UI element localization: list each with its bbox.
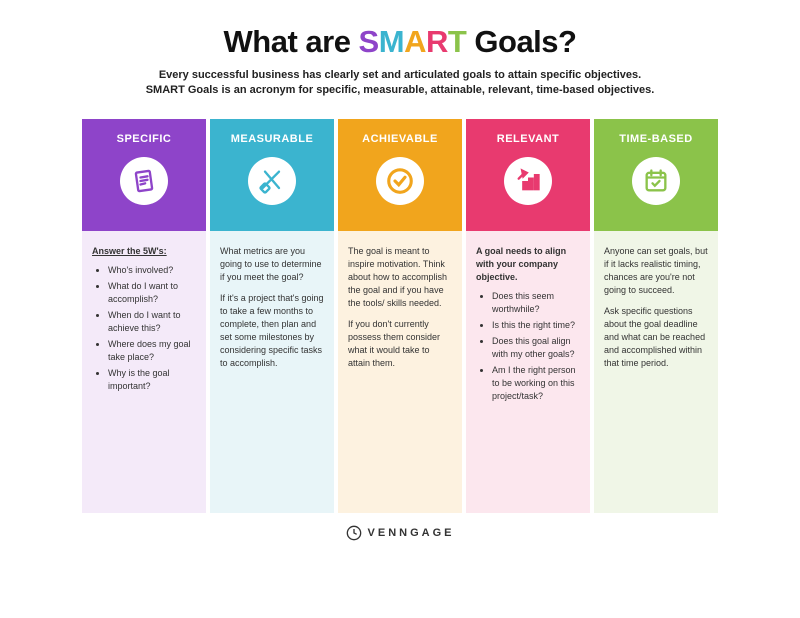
clipboard-icon xyxy=(120,157,168,205)
list-item: When do I want to achieve this? xyxy=(108,309,196,335)
subtitle: Every successful business has clearly se… xyxy=(40,68,760,99)
chart-icon xyxy=(504,157,552,205)
title-letter-r: R xyxy=(426,24,448,59)
column-body-relevant: A goal needs to align with your company … xyxy=(466,231,590,513)
column-paragraph: If you don't currently possess them cons… xyxy=(348,318,452,370)
column-bullet-list: Does this seem worthwhile? Is this the ri… xyxy=(476,290,580,403)
calendar-icon xyxy=(632,157,680,205)
footer: VENNGAGE xyxy=(40,525,760,541)
column-lead: Answer the 5W's: xyxy=(92,245,196,258)
column-label: MEASURABLE xyxy=(231,133,314,145)
column-header-achievable: ACHIEVABLE xyxy=(338,119,462,231)
list-item: Does this seem worthwhile? xyxy=(492,290,580,316)
list-item: Who's involved? xyxy=(108,264,196,277)
column-header-timebased: TIME-BASED xyxy=(594,119,718,231)
venngage-logo-icon xyxy=(346,525,362,541)
column-header-measurable: MEASURABLE xyxy=(210,119,334,231)
ruler-icon xyxy=(248,157,296,205)
column-label: TIME-BASED xyxy=(619,133,692,145)
column-bullet-list: Who's involved? What do I want to accompl… xyxy=(92,264,196,393)
subtitle-line-2: SMART Goals is an acronym for specific, … xyxy=(40,83,760,98)
list-item: Does this goal align with my other goals… xyxy=(492,335,580,361)
column-label: RELEVANT xyxy=(497,133,559,145)
column-paragraph: If it's a project that's going to take a… xyxy=(220,292,324,370)
columns-container: SPECIFICAnswer the 5W's:Who's involved?W… xyxy=(82,119,718,513)
column-measurable: MEASURABLE What metrics are you going to … xyxy=(210,119,334,513)
column-paragraph: What metrics are you going to use to det… xyxy=(220,245,324,284)
column-paragraph: Anyone can set goals, but if it lacks re… xyxy=(604,245,708,297)
column-relevant: RELEVANT A goal needs to align with your … xyxy=(466,119,590,513)
column-header-relevant: RELEVANT xyxy=(466,119,590,231)
list-item: What do I want to accomplish? xyxy=(108,280,196,306)
column-paragraph: The goal is meant to inspire motivation.… xyxy=(348,245,452,310)
title-acronym: SMART xyxy=(359,24,467,59)
column-achievable: ACHIEVABLE The goal is meant to inspire m… xyxy=(338,119,462,513)
column-lead: A goal needs to align with your company … xyxy=(476,245,580,284)
column-body-measurable: What metrics are you going to use to det… xyxy=(210,231,334,513)
list-item: Am I the right person to be working on t… xyxy=(492,364,580,403)
subtitle-line-1: Every successful business has clearly se… xyxy=(40,68,760,83)
title-letter-t: T xyxy=(448,24,466,59)
column-timebased: TIME-BASED Anyone can set goals, but if i… xyxy=(594,119,718,513)
title-suffix: Goals? xyxy=(466,24,576,59)
check-icon xyxy=(376,157,424,205)
column-label: ACHIEVABLE xyxy=(362,133,438,145)
column-body-timebased: Anyone can set goals, but if it lacks re… xyxy=(594,231,718,513)
column-label: SPECIFIC xyxy=(117,133,172,145)
list-item: Why is the goal important? xyxy=(108,367,196,393)
column-paragraph: Ask specific questions about the goal de… xyxy=(604,305,708,370)
column-body-achievable: The goal is meant to inspire motivation.… xyxy=(338,231,462,513)
footer-label: VENNGAGE xyxy=(368,527,455,539)
column-body-specific: Answer the 5W's: Who's involved? What do I… xyxy=(82,231,206,513)
page-title: What are SMART Goals? xyxy=(40,24,760,60)
title-letter-m: M xyxy=(379,24,404,59)
list-item: Is this the right time? xyxy=(492,319,580,332)
title-letter-a: A xyxy=(404,24,426,59)
column-specific: SPECIFICAnswer the 5W's:Who's involved?W… xyxy=(82,119,206,513)
column-header-specific: SPECIFIC xyxy=(82,119,206,231)
list-item: Where does my goal take place? xyxy=(108,338,196,364)
infographic-page: What are SMART Goals? Every successful b… xyxy=(0,0,800,541)
title-letter-s: S xyxy=(359,24,379,59)
title-prefix: What are xyxy=(224,24,359,59)
